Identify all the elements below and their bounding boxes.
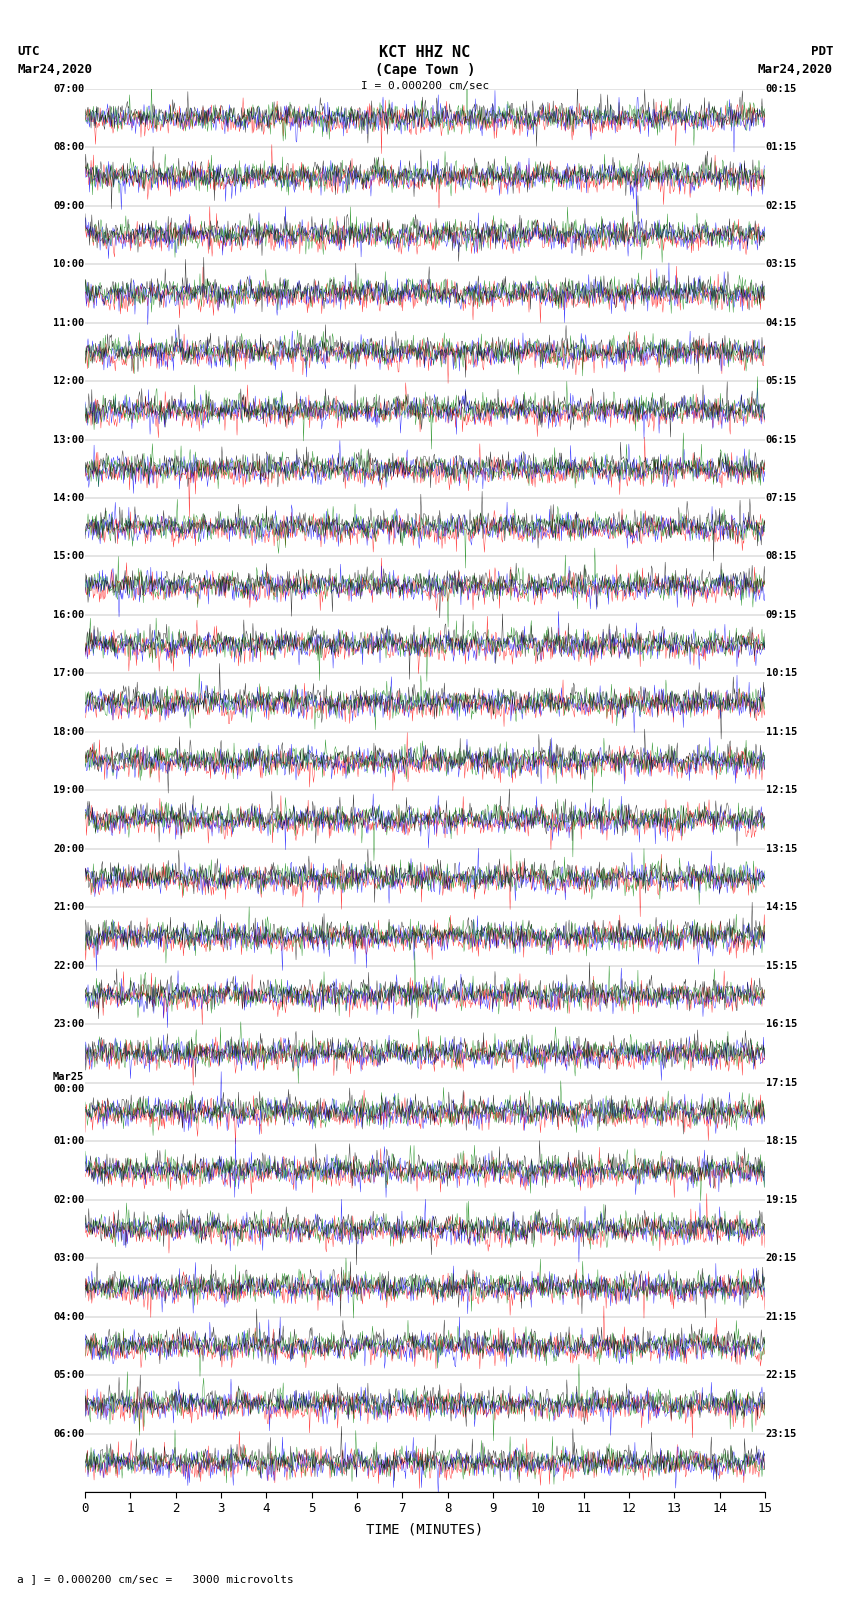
Text: UTC: UTC [17, 45, 39, 58]
Text: 15:00: 15:00 [53, 552, 84, 561]
Text: 16:15: 16:15 [766, 1019, 797, 1029]
Text: 19:15: 19:15 [766, 1195, 797, 1205]
Text: 08:00: 08:00 [53, 142, 84, 152]
Text: 08:15: 08:15 [766, 552, 797, 561]
Text: 23:15: 23:15 [766, 1429, 797, 1439]
Text: 20:00: 20:00 [53, 844, 84, 853]
Text: 10:00: 10:00 [53, 260, 84, 269]
Text: 02:00: 02:00 [53, 1195, 84, 1205]
Text: 07:00: 07:00 [53, 84, 84, 94]
Text: 04:00: 04:00 [53, 1311, 84, 1321]
Text: (Cape Town ): (Cape Town ) [375, 63, 475, 77]
Text: 00:15: 00:15 [766, 84, 797, 94]
Text: 21:00: 21:00 [53, 902, 84, 913]
X-axis label: TIME (MINUTES): TIME (MINUTES) [366, 1523, 484, 1537]
Text: 07:15: 07:15 [766, 494, 797, 503]
Text: 18:00: 18:00 [53, 727, 84, 737]
Text: 19:00: 19:00 [53, 786, 84, 795]
Text: 15:15: 15:15 [766, 961, 797, 971]
Text: Mar24,2020: Mar24,2020 [758, 63, 833, 76]
Text: PDT: PDT [811, 45, 833, 58]
Text: 12:00: 12:00 [53, 376, 84, 386]
Text: KCT HHZ NC: KCT HHZ NC [379, 45, 471, 60]
Text: 22:00: 22:00 [53, 961, 84, 971]
Text: 18:15: 18:15 [766, 1136, 797, 1147]
Text: 10:15: 10:15 [766, 668, 797, 679]
Text: 03:00: 03:00 [53, 1253, 84, 1263]
Text: a ] = 0.000200 cm/sec =   3000 microvolts: a ] = 0.000200 cm/sec = 3000 microvolts [17, 1574, 294, 1584]
Text: 21:15: 21:15 [766, 1311, 797, 1321]
Text: 09:00: 09:00 [53, 200, 84, 211]
Text: 02:15: 02:15 [766, 200, 797, 211]
Text: 14:15: 14:15 [766, 902, 797, 913]
Text: 20:15: 20:15 [766, 1253, 797, 1263]
Text: 04:15: 04:15 [766, 318, 797, 327]
Text: 13:15: 13:15 [766, 844, 797, 853]
Text: 09:15: 09:15 [766, 610, 797, 619]
Text: 05:00: 05:00 [53, 1369, 84, 1381]
Text: 12:15: 12:15 [766, 786, 797, 795]
Text: 11:15: 11:15 [766, 727, 797, 737]
Text: I = 0.000200 cm/sec: I = 0.000200 cm/sec [361, 81, 489, 90]
Text: 01:00: 01:00 [53, 1136, 84, 1147]
Text: Mar25
00:00: Mar25 00:00 [53, 1073, 84, 1094]
Text: 14:00: 14:00 [53, 494, 84, 503]
Text: 13:00: 13:00 [53, 434, 84, 445]
Text: 17:00: 17:00 [53, 668, 84, 679]
Text: 06:00: 06:00 [53, 1429, 84, 1439]
Text: 05:15: 05:15 [766, 376, 797, 386]
Text: 01:15: 01:15 [766, 142, 797, 152]
Text: 03:15: 03:15 [766, 260, 797, 269]
Text: 22:15: 22:15 [766, 1369, 797, 1381]
Text: 11:00: 11:00 [53, 318, 84, 327]
Text: 23:00: 23:00 [53, 1019, 84, 1029]
Text: 06:15: 06:15 [766, 434, 797, 445]
Text: Mar24,2020: Mar24,2020 [17, 63, 92, 76]
Text: 16:00: 16:00 [53, 610, 84, 619]
Text: 17:15: 17:15 [766, 1077, 797, 1087]
